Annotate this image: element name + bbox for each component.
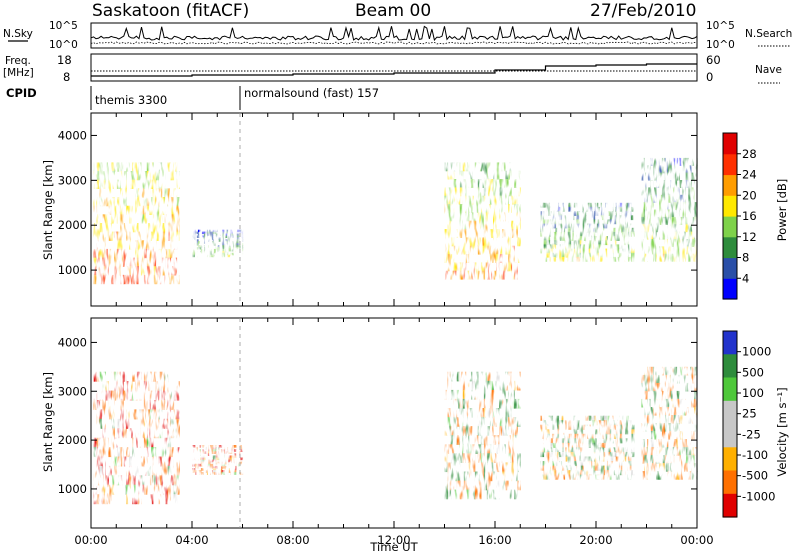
x-tick-label: 00:00 (680, 533, 713, 547)
cpid-segment-1: themis 3300 (95, 93, 167, 107)
power-colorbar-swatch (723, 153, 737, 176)
x-tick-label: 20:00 (579, 533, 612, 547)
y-tick-label: 3000 (58, 384, 87, 398)
power-panel: 1000 2000 3000 4000 Slant Range [km] 4 8 12 16… (41, 112, 789, 307)
velocity-colorbar-tick: 100 (742, 386, 764, 400)
velocity-colorbar-tick: -500 (742, 469, 768, 483)
x-tick-label: 00:00 (74, 533, 107, 547)
velocity-colorbar-tick: -100 (742, 448, 768, 462)
power-colorbar-tick: 12 (742, 230, 757, 244)
y-tick-label: 1000 (58, 482, 87, 496)
velocity-panel: 1000 2000 3000 4000 00:00 04:00 08:00 12:00 16:… (41, 317, 789, 554)
echo-region (93, 162, 180, 285)
power-colorbar-tick: 20 (742, 188, 757, 202)
cpid-segment-2: normalsound (fast) 157 (244, 86, 379, 100)
power-colorbar-swatch (723, 195, 737, 217)
cpid-strip: CPID themis 3300 normalsound (fast) 157 (6, 86, 379, 110)
power-colorbar-swatch (723, 174, 737, 196)
freq-tick-lo: 8 (63, 70, 70, 84)
power-colorbar-swatch (723, 278, 737, 300)
y-tick-label: 1000 (58, 263, 87, 277)
velocity-colorbar-swatch (723, 400, 737, 425)
velocity-colorbar-tick: 500 (742, 365, 764, 379)
echo-region (641, 157, 698, 262)
nsky-strip: N.Sky 10^5 10^0 10^5 10^0 N.Search (3, 20, 792, 51)
nave-tick-hi: 60 (706, 53, 721, 67)
power-colorbar-swatch (723, 236, 737, 259)
nsky-tick-lo: 10^0 (49, 39, 78, 51)
nave-tick-lo: 0 (706, 70, 713, 84)
nave-label: Nave (755, 64, 782, 76)
y-tick-label: 3000 (58, 173, 87, 187)
y-tick-label: 2000 (58, 433, 87, 447)
nsky-label: N.Sky (3, 28, 33, 40)
velocity-colorbar-tick: -25 (742, 427, 761, 441)
y-tick-label: 4000 (58, 128, 87, 142)
echo-region (540, 202, 635, 262)
power-ylabel: Slant Range [km] (41, 160, 55, 260)
x-axis-label: Time UT (369, 540, 418, 554)
power-colorbar-tick: 28 (742, 147, 757, 161)
power-colorbar-swatch (723, 216, 737, 238)
velocity-colorbar-swatch (723, 377, 737, 402)
nsearch-label: N.Search (745, 28, 792, 40)
power-colorbar-swatch (723, 257, 737, 279)
x-tick-label: 04:00 (175, 533, 208, 547)
cpid-label: CPID (6, 86, 37, 100)
velocity-colorbar-tick: -1000 (742, 489, 775, 503)
power-colorbar-swatch (723, 133, 737, 155)
echo-region (192, 445, 244, 475)
echo-region (444, 162, 521, 280)
nsky-tick-hi: 10^5 (49, 20, 78, 32)
velocity-colorbar-tick: 1000 (742, 345, 771, 359)
velocity-colorbar-label: Velocity [m s⁻¹] (775, 387, 789, 476)
x-tick-label: 08:00 (276, 533, 309, 547)
velocity-colorbar-swatch (723, 470, 737, 495)
velocity-colorbar-swatch (723, 354, 737, 379)
freq-strip: Freq. [MHz] 18 8 60 0 Nave (3, 53, 782, 84)
freq-label-1: Freq. (5, 55, 31, 67)
velocity-colorbar-swatch (723, 447, 737, 472)
nsearch-tick-lo: 10^0 (706, 39, 735, 51)
date-title: 27/Feb/2010 (590, 1, 696, 21)
y-tick-label: 2000 (58, 218, 87, 232)
power-colorbar-tick: 16 (742, 209, 757, 223)
echo-region (540, 415, 635, 480)
velocity-colorbar-swatch (723, 424, 737, 448)
x-tick-label: 16:00 (478, 533, 511, 547)
velocity-colorbar-swatch (723, 493, 737, 518)
x-tick-label: 12:00 (377, 533, 410, 547)
power-colorbar-label: Power [dB] (775, 179, 789, 242)
echo-region (444, 371, 521, 500)
y-tick-label: 4000 (58, 335, 87, 349)
velocity-ylabel: Slant Range [km] (41, 372, 55, 472)
station-title: Saskatoon (fitACF) (92, 1, 249, 21)
echo-region (641, 366, 698, 480)
echo-region (93, 371, 180, 505)
beam-title: Beam 00 (355, 1, 431, 21)
power-colorbar-tick: 4 (742, 271, 749, 285)
nsearch-tick-hi: 10^5 (706, 20, 735, 32)
velocity-colorbar-tick: 25 (742, 407, 757, 421)
power-colorbar-tick: 24 (742, 168, 757, 182)
power-colorbar-tick: 8 (742, 251, 749, 265)
velocity-colorbar-swatch (723, 331, 737, 355)
freq-tick-hi: 18 (57, 53, 72, 67)
echo-region (192, 229, 244, 258)
freq-label-2: [MHz] (3, 67, 34, 79)
